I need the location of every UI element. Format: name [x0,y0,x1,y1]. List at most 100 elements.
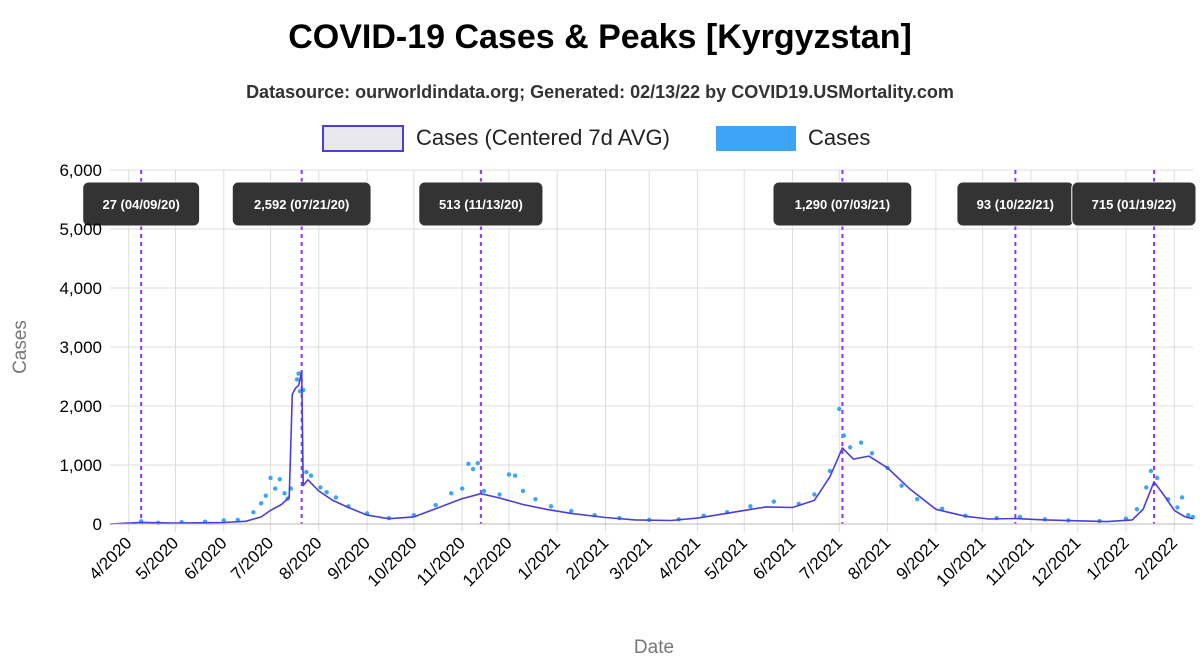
cases-point [268,475,273,481]
cases-point [1186,512,1191,518]
cases-point [899,483,904,488]
peak-annotation: 93 (10/22/21) [956,181,1075,227]
cases-point [569,508,574,514]
y-axis-title: Cases [10,320,31,374]
cases-point [914,497,920,502]
x-tick-label: 12/2020 [459,533,516,590]
cases-point [827,468,833,474]
peak-annotation: 2,592 (07/21/20) [231,181,372,227]
peak-annotation-box [418,181,544,227]
cases-point [433,502,438,508]
cases-point [481,488,487,494]
x-tick-label: 1/2022 [1083,533,1133,583]
peak-annotation: 715 (01/19/22) [1071,181,1197,227]
x-tick-label: 4/2020 [85,533,135,583]
cases-point [470,466,476,472]
cases-point [333,495,339,500]
legend-label-cases-avg[interactable]: Cases (Centered 7d AVG) [416,125,670,150]
y-tick-label: 0 [93,515,102,534]
cases-point [294,377,300,382]
cases-point [858,440,864,445]
cases-point [251,510,256,515]
cases-point [520,488,526,494]
cases-point [324,489,329,495]
x-tick-label: 12/2021 [1028,533,1085,590]
cases-point [847,445,853,450]
cases-point [533,497,538,502]
peak-annotation-label: 513 (11/13/20) [439,197,523,212]
peak-annotation: 513 (11/13/20) [418,181,544,227]
x-tick-label: 10/2021 [933,533,990,590]
cases-point [475,461,480,466]
cases-point [837,406,842,412]
x-axis-title: Date [634,637,674,658]
cases-point [869,451,875,456]
cases-point [296,371,301,376]
x-tick-label: 1/2021 [514,533,564,583]
x-tick-label: 11/2020 [413,533,469,589]
peak-annotation-label: 27 (04/09/20) [102,197,179,212]
x-tick-label: 5/2021 [701,533,751,583]
peak-annotation-box [82,181,201,227]
peak-annotation-label: 2,592 (07/21/20) [254,197,349,212]
y-tick-label: 3,000 [59,338,102,357]
cases-point [1179,495,1185,500]
cases-point [277,476,283,482]
cases-point [466,461,471,467]
cases-point [272,486,278,491]
x-tick-label: 2/2021 [562,533,612,583]
cases-point [449,491,454,496]
peak-annotation-box [772,181,913,227]
x-tick-label: 6/2020 [180,533,230,583]
legend-swatch-cases [716,126,796,151]
cases-point [1144,485,1149,490]
cases-point [506,472,512,477]
x-tick-label: 7/2020 [227,533,277,583]
cases-point [497,492,502,497]
cases-point [221,518,226,523]
peak-annotation: 1,290 (07/03/21) [772,181,913,227]
cases-point [1148,468,1154,474]
cases-point [318,485,323,490]
x-tick-label: 4/2021 [654,533,704,583]
cases-point [258,501,264,506]
x-tick-label: 2/2022 [1131,533,1181,583]
cases-point [282,491,287,496]
peak-lines [140,170,1156,524]
cases-point [748,504,753,509]
cases-scatter-series [138,371,1196,526]
x-tick-label: 7/2021 [796,533,846,583]
cases-avg-line [109,370,1194,525]
y-tick-label: 2,000 [59,397,102,416]
cases-point [263,493,269,498]
x-tick-label: 5/2020 [132,533,182,583]
peak-annotation-label: 93 (10/22/21) [977,197,1054,212]
cases-point [512,473,518,478]
x-tick-label: 11/2021 [982,533,1038,589]
x-tick-label: 8/2020 [275,533,325,583]
cases-point [548,504,554,509]
cases-point [1134,507,1140,512]
chart-title: COVID-19 Cases & Peaks [Kyrgyzstan] [288,18,912,56]
cases-point [1175,505,1180,510]
legend: Cases (Centered 7d AVG) Cases [322,125,870,152]
cases-point [841,433,847,438]
chart-subtitle: Datasource: ourworldindata.org; Generate… [246,82,954,102]
y-tick-label: 6,000 [59,161,102,180]
cases-point [812,492,817,497]
cases-point [304,469,309,475]
cases-point [308,473,314,478]
cases-point [1154,475,1160,481]
y-tick-label: 4,000 [59,279,102,298]
x-tick-label: 10/2020 [364,533,421,590]
x-tick-label: 3/2021 [606,533,656,583]
cases-avg-line-series [109,370,1194,525]
y-tick-label: 1,000 [59,456,102,475]
legend-label-cases[interactable]: Cases [808,125,870,150]
y-tick-label: 5,000 [59,220,102,239]
x-tick-label: 6/2021 [749,533,799,583]
x-tick-label: 8/2021 [844,533,894,583]
peak-annotation-box [1071,181,1197,227]
peak-annotation-box [231,181,372,227]
peak-annotation-label: 1,290 (07/03/21) [795,197,890,212]
